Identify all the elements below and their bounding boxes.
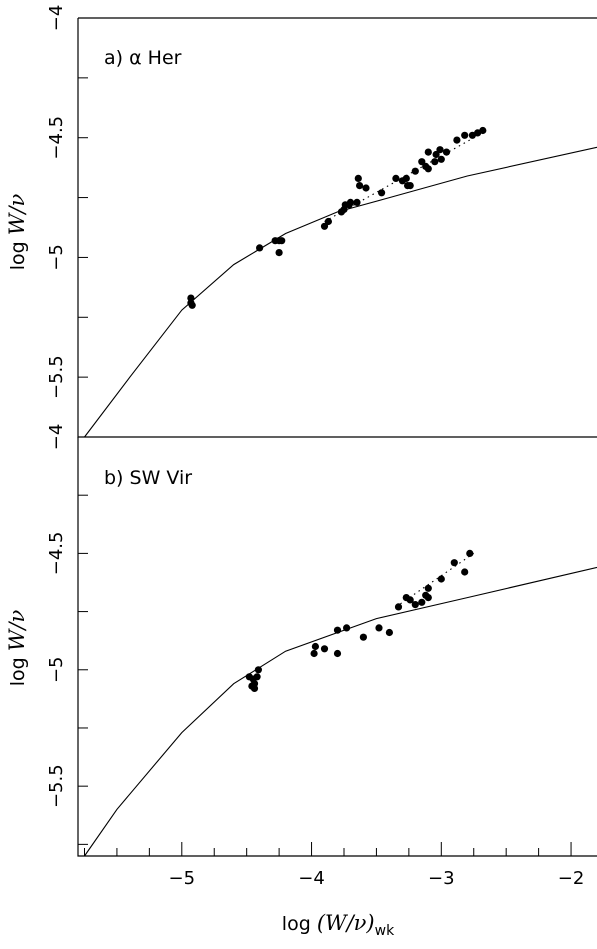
panel-a-point-16 bbox=[354, 174, 362, 182]
panel-b-point-25 bbox=[450, 559, 458, 567]
panel-b: −5 −4 −3 −2 −4.5 −5 −5.5 b) SW Vir log W/ν lo… bbox=[5, 437, 597, 939]
panel-a-frame bbox=[77, 17, 597, 438]
panel-a-point-9 bbox=[324, 217, 332, 226]
panel-a-point-14 bbox=[346, 198, 355, 206]
panel-a: −4 −4.5 −5 −5.5 −4 a) α Her log W/ν bbox=[5, 5, 597, 451]
panel-a-point-3 bbox=[256, 244, 264, 252]
panel-a-point-24 bbox=[406, 182, 414, 190]
panel-b-yticks: −4.5 −5 −5.5 bbox=[46, 494, 88, 845]
panel-b-point-27 bbox=[466, 549, 474, 558]
panel-a-point-15 bbox=[353, 198, 361, 206]
panel-b-curve-line bbox=[84, 566, 597, 857]
panel-b-ytick-label-1: −5 bbox=[46, 657, 67, 684]
panel-b-xticks: −5 −4 −3 −2 bbox=[83, 842, 585, 889]
panel-a-point-39 bbox=[479, 126, 487, 135]
panel-b-ylabel: log W/ν bbox=[5, 610, 29, 687]
panel-b-point-8 bbox=[311, 642, 319, 651]
panel-a-point-17 bbox=[356, 182, 364, 190]
panel-b-point-22 bbox=[424, 584, 432, 592]
panel-b-xtick-label-2: −3 bbox=[428, 868, 455, 889]
panel-b-xtick-label-3: −2 bbox=[558, 868, 585, 889]
panel-a-point-29 bbox=[424, 148, 432, 156]
panel-a-point-18 bbox=[362, 184, 370, 192]
panel-a-point-34 bbox=[442, 148, 451, 156]
panel-b-point-18 bbox=[406, 596, 414, 604]
panel-a-curve-of-growth bbox=[84, 146, 597, 438]
panel-b-point-6 bbox=[254, 666, 262, 674]
panel-b-point-26 bbox=[461, 568, 469, 576]
panel-a-point-7 bbox=[275, 249, 283, 257]
panel-a-point-28 bbox=[424, 165, 432, 173]
panel-a-ytick-label-0: −4 bbox=[46, 5, 67, 32]
panel-b-point-14 bbox=[375, 624, 383, 632]
panel-b-point-15 bbox=[385, 628, 393, 637]
panel-a-point-35 bbox=[453, 136, 461, 144]
panel-a-ytick-label-2: −5 bbox=[46, 244, 67, 271]
panel-b-point-11 bbox=[333, 626, 342, 634]
panel-b-point-16 bbox=[394, 603, 403, 611]
panel-b-points bbox=[245, 549, 474, 693]
panel-b-point-5 bbox=[253, 673, 261, 681]
panel-b-point-10 bbox=[333, 649, 342, 658]
panel-b-point-7 bbox=[310, 649, 318, 658]
panel-a-point-22 bbox=[402, 174, 410, 182]
panel-a-point-30 bbox=[431, 158, 439, 166]
panel-a-point-6 bbox=[278, 237, 286, 245]
panel-b-point-13 bbox=[359, 633, 367, 641]
panel-a-point-33 bbox=[437, 155, 445, 163]
panel-b-point-19 bbox=[411, 601, 419, 609]
panel-b-point-4 bbox=[250, 684, 259, 693]
panel-a-ylabel: log W/ν bbox=[5, 194, 29, 271]
panel-a-yticks: −4 −4.5 −5 −5.5 −4 bbox=[46, 5, 88, 451]
panel-a-ytick-label-4: −4 bbox=[46, 424, 67, 451]
panel-b-point-20 bbox=[418, 598, 426, 606]
panel-b-xtick-label-0: −5 bbox=[169, 868, 196, 889]
panel-b-label: b) SW Vir bbox=[104, 467, 192, 489]
panel-a-point-2 bbox=[188, 301, 196, 309]
panel-a-point-36 bbox=[461, 131, 469, 139]
panel-a-point-32 bbox=[436, 146, 444, 154]
panel-a-point-19 bbox=[378, 189, 386, 197]
panel-b-frame bbox=[77, 437, 597, 857]
panel-a-points bbox=[187, 126, 487, 309]
panel-b-ytick-label-0: −4.5 bbox=[46, 532, 67, 576]
panel-a-label: a) α Her bbox=[104, 47, 182, 69]
panel-b-point-23 bbox=[424, 594, 432, 602]
panel-a-fit-line bbox=[324, 130, 487, 222]
panel-a-fit-dotted-line bbox=[324, 130, 487, 222]
panel-b-xtick-label-1: −4 bbox=[298, 868, 325, 889]
panel-a-point-31 bbox=[432, 150, 440, 159]
panel-a-point-20 bbox=[392, 174, 400, 182]
panel-b-curve-of-growth bbox=[84, 566, 597, 857]
panel-a-curve-line bbox=[84, 146, 597, 438]
panel-a-ytick-label-1: −4.5 bbox=[46, 116, 67, 160]
x-axis-title: log (W/ν)wk bbox=[282, 911, 395, 939]
panel-b-point-12 bbox=[343, 624, 351, 632]
panel-a-point-8 bbox=[320, 222, 329, 230]
panel-b-point-24 bbox=[437, 575, 445, 583]
panel-b-ytick-label-2: −5.5 bbox=[46, 764, 67, 808]
panel-a-ytick-label-3: −5.5 bbox=[46, 355, 67, 399]
panel-a-point-25 bbox=[411, 167, 419, 175]
panel-b-point-9 bbox=[320, 645, 329, 653]
